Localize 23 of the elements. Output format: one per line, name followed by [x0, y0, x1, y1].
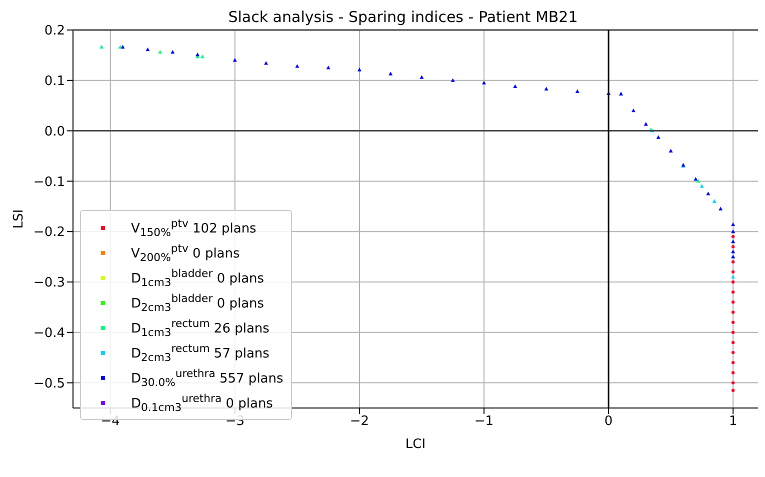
y-tick-label: 0.2: [44, 24, 65, 39]
legend-label: V$_{200%}$$^{ptv}$ 0 plans: [131, 242, 240, 264]
x-tick-label: 0: [604, 414, 613, 430]
y-tick-label: 0.1: [44, 74, 65, 90]
y-tick-label: −0.5: [33, 376, 65, 392]
legend-label: V$_{150%}$$^{ptv}$ 102 plans: [131, 216, 256, 238]
y-axis-title: LSI: [12, 209, 27, 229]
y-tick-label: −0.3: [33, 276, 65, 291]
legend-label: D$_{1cm3}$$^{rectum}$ 26 plans: [131, 316, 270, 338]
chart-title: Slack analysis - Sparing indices - Patient MB21: [228, 8, 578, 26]
legend-label: D$_{0.1cm3}$$^{urethra}$ 0 plans: [131, 392, 273, 414]
x-tick-label: −1: [474, 414, 494, 430]
legend-label: D$_{2cm3}$$^{bladder}$ 0 plans: [131, 292, 264, 314]
y-tick-label: −0.4: [33, 326, 65, 342]
legend-label: D$_{30.0%}$$^{urethra}$ 557 plans: [131, 366, 284, 388]
y-tick-label: −0.1: [33, 174, 65, 190]
x-tick-label: −2: [350, 414, 370, 430]
legend-label: D$_{2cm3}$$^{rectum}$ 57 plans: [131, 342, 270, 364]
x-tick-label: 1: [728, 414, 738, 430]
y-tick-label: −0.2: [33, 225, 65, 240]
y-tick-label: 0.0: [44, 124, 65, 140]
legend-label: D$_{1cm3}$$^{bladder}$ 0 plans: [131, 266, 264, 288]
x-axis-title: LCI: [405, 437, 426, 452]
